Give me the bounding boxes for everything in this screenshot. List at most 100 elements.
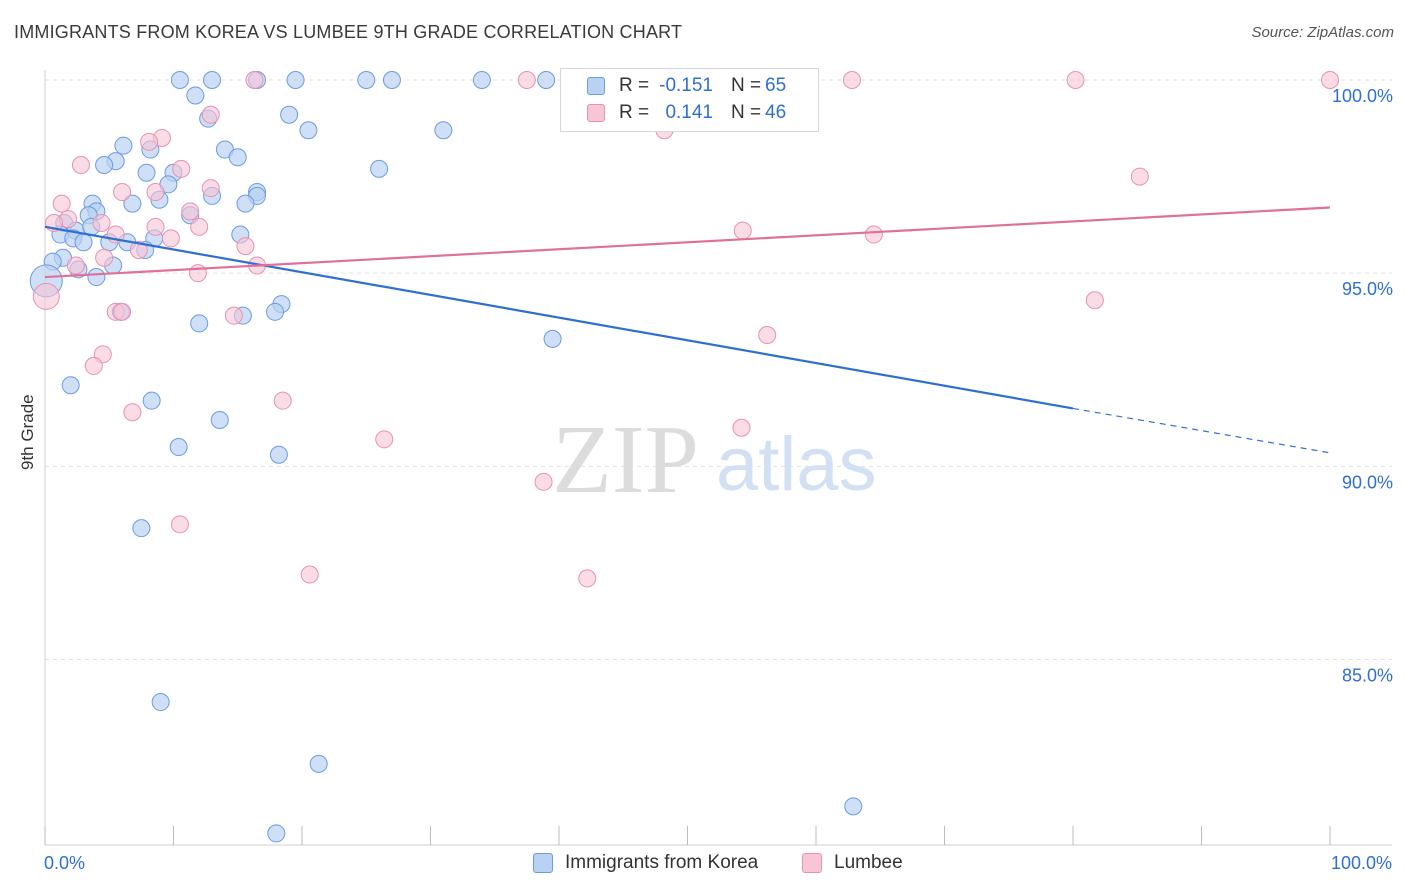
lumbee-point bbox=[188, 264, 207, 283]
lumbee-point bbox=[170, 515, 189, 534]
lumbee-point bbox=[140, 132, 159, 151]
korea-point bbox=[228, 148, 247, 167]
lumbee-point bbox=[113, 183, 132, 202]
lumbee-point bbox=[732, 418, 751, 437]
n-value-korea: 65 bbox=[765, 75, 787, 96]
chart-title: IMMIGRANTS FROM KOREA VS LUMBEE 9TH GRAD… bbox=[14, 22, 683, 42]
stats-legend: R = -0.151 N = 65 R = 0.141 N = 46 bbox=[560, 68, 819, 132]
lumbee-point bbox=[375, 430, 394, 449]
korea-point bbox=[170, 71, 189, 89]
r-label: R = bbox=[619, 75, 650, 96]
korea-trend-extension bbox=[1072, 407, 1331, 454]
korea-point bbox=[236, 194, 255, 213]
y-tick-label: 100.0% bbox=[1332, 86, 1393, 106]
lumbee-point bbox=[172, 159, 191, 178]
chart-source: Source: ZipAtlas.com bbox=[1251, 24, 1394, 41]
axes bbox=[44, 70, 1392, 846]
lumbee-point bbox=[534, 472, 553, 491]
n-label: N = bbox=[731, 75, 762, 96]
lumbee-point bbox=[146, 183, 165, 202]
lumbee-point bbox=[181, 202, 200, 221]
korea-point bbox=[132, 519, 151, 538]
korea-point bbox=[472, 71, 491, 89]
korea-point bbox=[210, 411, 229, 429]
lumbee-point bbox=[71, 156, 90, 174]
lumbee-point bbox=[842, 71, 861, 89]
korea-point bbox=[370, 159, 389, 178]
stats-row-korea: R = -0.151 N = 65 bbox=[561, 74, 786, 98]
lumbee-point bbox=[95, 248, 114, 267]
lumbee-point bbox=[146, 217, 165, 236]
lumbee-point bbox=[201, 105, 220, 124]
y-tick-label: 90.0% bbox=[1342, 472, 1393, 492]
y-tick-label: 95.0% bbox=[1342, 279, 1393, 299]
korea-point bbox=[169, 438, 188, 457]
lumbee-point bbox=[161, 229, 180, 248]
lumbee-point bbox=[273, 391, 292, 410]
legend-korea-swatch bbox=[533, 853, 553, 873]
korea-point bbox=[280, 105, 299, 124]
lumbee-trend-line bbox=[44, 206, 1331, 279]
lumbee-point bbox=[758, 326, 777, 344]
lumbee-point bbox=[32, 282, 60, 310]
korea-trend-line bbox=[44, 225, 1074, 410]
korea-point bbox=[844, 797, 863, 816]
legend-item-lumbee: Lumbee bbox=[802, 852, 903, 874]
legend-korea-label: Immigrants from Korea bbox=[565, 852, 759, 873]
lumbee-point bbox=[201, 179, 220, 198]
gridlines bbox=[45, 79, 1392, 661]
lumbee-point bbox=[123, 403, 142, 422]
legend-lumbee-swatch bbox=[802, 853, 822, 873]
y-tick-label: 85.0% bbox=[1342, 666, 1393, 686]
n-value-lumbee: 46 bbox=[765, 102, 787, 123]
lumbee-point bbox=[1066, 71, 1085, 89]
lumbee-point bbox=[66, 256, 85, 275]
lumbee-point bbox=[113, 302, 132, 321]
korea-point bbox=[95, 156, 114, 174]
watermark-zip: ZIP bbox=[552, 406, 699, 514]
lumbee-point bbox=[129, 241, 148, 259]
lumbee-point bbox=[224, 306, 243, 325]
korea-point bbox=[357, 71, 376, 89]
x-tick-label-min: 0.0% bbox=[44, 853, 85, 873]
korea-point bbox=[151, 693, 170, 712]
lumbee-point bbox=[300, 565, 319, 584]
tick-labels: 85.0% 90.0% 95.0% 100.0% 0.0% 100.0% bbox=[44, 86, 1393, 873]
r-label: R = bbox=[619, 102, 650, 123]
x-tick-label-max: 100.0% bbox=[1331, 853, 1392, 873]
r-value-korea: -0.151 bbox=[659, 75, 713, 96]
korea-point bbox=[266, 302, 285, 321]
lumbee-point bbox=[517, 71, 536, 89]
korea-point bbox=[543, 329, 562, 348]
lumbee-point bbox=[1321, 71, 1339, 89]
korea-point bbox=[267, 824, 286, 843]
lumbee-point bbox=[236, 237, 255, 256]
n-label: N = bbox=[731, 102, 762, 123]
korea-point bbox=[203, 71, 222, 89]
stats-row-lumbee: R = 0.141 N = 46 bbox=[561, 101, 786, 125]
trend-lines bbox=[44, 206, 1331, 454]
legend-lumbee-label: Lumbee bbox=[834, 852, 903, 873]
korea-point bbox=[269, 445, 288, 464]
lumbee-point bbox=[1130, 167, 1149, 186]
lumbee-point bbox=[84, 356, 103, 375]
korea-point bbox=[299, 121, 318, 140]
lumbee-point bbox=[733, 221, 752, 240]
lumbee-point bbox=[52, 194, 71, 213]
lumbee-point bbox=[190, 217, 209, 236]
korea-point bbox=[74, 233, 93, 252]
korea-point bbox=[537, 71, 556, 89]
legend-item-korea: Immigrants from Korea bbox=[533, 852, 758, 874]
lumbee-point bbox=[1085, 291, 1104, 310]
korea-point bbox=[87, 268, 106, 287]
korea-point bbox=[137, 163, 156, 182]
korea-point bbox=[186, 86, 205, 105]
korea-point bbox=[142, 391, 161, 410]
korea-point bbox=[190, 314, 209, 333]
korea-swatch bbox=[587, 77, 605, 95]
korea-point bbox=[61, 376, 80, 395]
korea-point bbox=[309, 754, 328, 773]
lumbee-point bbox=[864, 225, 883, 244]
lumbee-swatch bbox=[587, 104, 605, 122]
